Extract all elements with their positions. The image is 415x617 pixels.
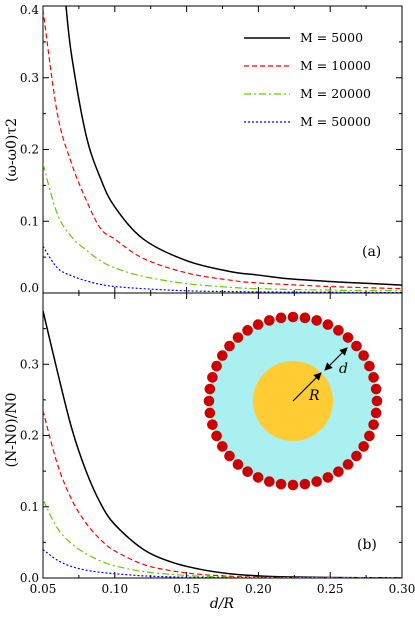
inset-particle (370, 383, 382, 395)
x-tick-label: 0.30 (389, 582, 415, 596)
series-line-a-3 (43, 246, 402, 293)
inset-particle (351, 340, 362, 352)
panel-b: 0.05 0.10 0.15 0.20 0.25 0.30 0.0 0.1 0.2 0.3 (b)… (4, 292, 415, 612)
y-tick-label: 0.0 (20, 571, 39, 585)
inset-particles (203, 311, 383, 491)
panel-b-ylabel: (N-N0)/N0 (4, 393, 20, 468)
panel-b-label: (b) (357, 537, 377, 553)
x-tick-label: 0.15 (173, 582, 200, 596)
inset-particle (342, 459, 354, 470)
inset-particle (207, 372, 218, 383)
panel-a: 0.0 0.1 0.2 0.3 0.4 M = 5000 M = 10000 M = 200… (4, 3, 403, 295)
legend-entry: M = 10000 (300, 58, 371, 73)
legend-entry: M = 5000 (300, 30, 363, 45)
inset-particle (368, 419, 379, 430)
inset-distance-arrow (324, 347, 348, 371)
inset-particle (322, 472, 334, 483)
inset-particle (287, 311, 299, 323)
inset-particle (224, 340, 235, 352)
x-axis-title: d/R (210, 596, 235, 612)
panel-b-curves (43, 310, 402, 578)
inset-particle (368, 372, 379, 383)
x-tick-label: 0.20 (245, 582, 272, 596)
panel-a-frame (42, 5, 403, 294)
inset-particle (342, 332, 354, 343)
panel-b-ticks: 0.05 0.10 0.15 0.20 0.25 0.30 0.0 0.1 0.2 0.3 (20, 293, 415, 596)
legend: M = 5000 M = 10000 M = 20000 M = 50000 (244, 30, 371, 129)
inset-particle (311, 315, 322, 326)
inset-particle (287, 479, 299, 491)
inset-particle (252, 472, 264, 483)
inset-particle (264, 315, 275, 326)
series-line-b-2 (43, 499, 402, 578)
x-tick-label: 0.10 (101, 582, 128, 596)
inset-particle (370, 407, 382, 419)
inset-particle (203, 395, 215, 407)
inset-particle (204, 407, 216, 419)
inset-particle (275, 312, 287, 324)
inset-particle (322, 319, 334, 330)
inset-particle (204, 383, 216, 395)
inset-particle (264, 476, 275, 487)
inset-particle (252, 319, 264, 330)
panel-a-curves (43, 6, 402, 293)
x-tick-label: 0.05 (30, 582, 57, 596)
inset-particle (333, 466, 344, 477)
inset-particle (232, 459, 244, 470)
y-tick-label: 0.2 (20, 429, 39, 443)
y-tick-label: 0.1 (20, 500, 39, 514)
inset-label-r: R (308, 388, 320, 404)
y-tick-label: 0.0 (20, 281, 39, 295)
series-line-b-3 (43, 549, 402, 578)
legend-entry: M = 50000 (300, 114, 371, 129)
inset-particle (364, 360, 375, 372)
inset-particle (242, 466, 253, 477)
inset-particle (211, 360, 222, 372)
y-tick-label: 0.3 (20, 357, 39, 371)
inset-particle (232, 332, 244, 343)
legend-entry: M = 20000 (300, 86, 371, 101)
panel-a-label: (a) (362, 244, 381, 260)
panel-a-ticks: 0.0 0.1 0.2 0.3 0.4 (20, 3, 403, 295)
inset-particle (311, 476, 322, 487)
inset-diagram: R d (203, 311, 383, 491)
inset-particle (364, 430, 375, 442)
inset-particle (333, 325, 344, 336)
inset-particle (275, 478, 287, 490)
y-tick-label: 0.2 (20, 143, 39, 157)
series-line-a-1 (43, 9, 402, 290)
inset-particle (358, 441, 369, 452)
inset-particle (299, 312, 311, 324)
y-tick-label: 0.3 (20, 71, 39, 85)
inset-label-d: d (339, 361, 348, 377)
inset-particle (217, 441, 228, 452)
series-line-a-2 (43, 163, 402, 292)
series-line-a-0 (65, 6, 402, 286)
inset-particle (299, 478, 311, 490)
panel-a-ylabel: (ω-ω0)τ2 (4, 118, 20, 182)
inset-particle (358, 350, 369, 361)
inset-particle (217, 350, 228, 361)
inset-particle (371, 395, 383, 407)
inset-radius-arrow (292, 372, 322, 402)
y-tick-label: 0.1 (20, 214, 39, 228)
inset-particle (242, 325, 253, 336)
inset-particle (211, 430, 222, 442)
inset-particle (207, 419, 218, 430)
y-tick-label: 0.4 (20, 3, 39, 17)
x-tick-label: 0.25 (317, 582, 344, 596)
inset-particle (351, 450, 362, 462)
inset-particle (224, 450, 235, 462)
